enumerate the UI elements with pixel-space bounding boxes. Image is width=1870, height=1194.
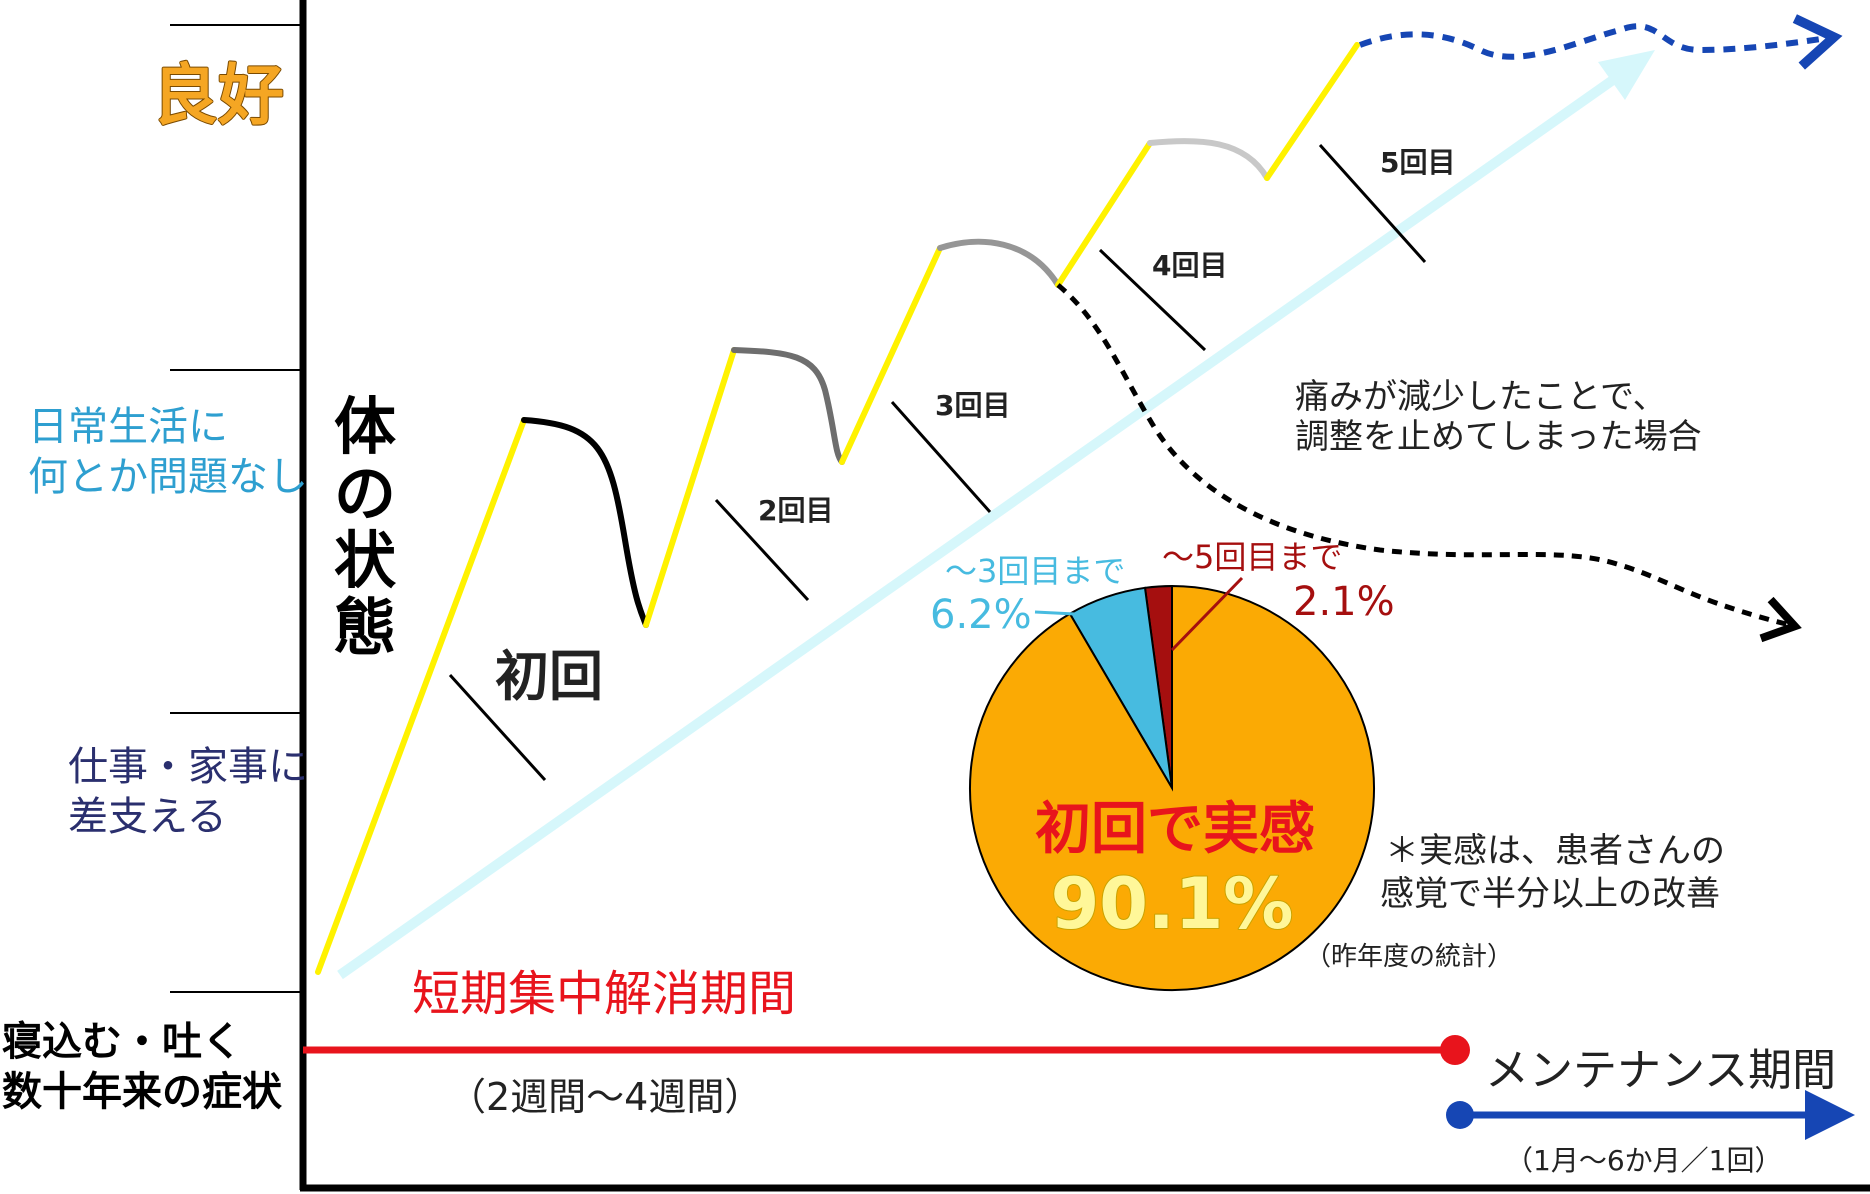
relapse-segment-3 (937, 238, 1061, 288)
session-label-2: 2回目 (758, 494, 833, 527)
session-label-5: 5回目 (1380, 146, 1455, 179)
maintenance-wavy-arrow (1358, 14, 1843, 70)
level-bedridden: 寝込む・吐く 数十年来の症状 (2, 1019, 283, 1115)
session-label-3: 3回目 (935, 389, 1010, 422)
pie-label-fifth: 〜5回目まで (1162, 538, 1342, 576)
session-label-4: 4回目 (1152, 249, 1227, 282)
pie-source: （昨年度の統計） (1305, 942, 1513, 972)
recovery-path (315, 42, 1360, 975)
maintenance-period-start-dot (1446, 1101, 1474, 1129)
intensive-period-end-dot (1440, 1035, 1470, 1065)
relapse-segment-1 (521, 417, 649, 628)
rise-segment-4 (1055, 140, 1153, 288)
svg-text:状: 状 (334, 524, 397, 597)
pie-chart (969, 584, 1376, 991)
pie-note: ＊実感は、患者さんの 感覚で半分以上の改善 (1380, 831, 1736, 914)
svg-text:態: 態 (334, 591, 396, 664)
improvement-trend-arrow (337, 50, 1655, 980)
pie-leader-third (1034, 610, 1076, 616)
pie-label-first: 初回で実感 (1035, 797, 1315, 862)
relapse-segment-2 (731, 347, 845, 465)
level-work: 仕事・家事に 差支える (68, 744, 321, 840)
pie-value-first: 90.1% (1051, 863, 1294, 945)
session-label-1: 初回 (495, 645, 603, 708)
rise-segment-5 (1264, 42, 1360, 181)
maintenance-period-label: メンテナンス期間 (1485, 1045, 1836, 1096)
pie-slice-0 (969, 584, 1376, 991)
session-tick-3 (890, 401, 992, 513)
session-tick-1 (448, 673, 547, 782)
svg-text:体: 体 (334, 390, 396, 463)
session-tick-2 (714, 498, 810, 602)
level-good: 良好 (152, 57, 284, 134)
maintenance-period-duration: （1月〜6か月／1回） (1505, 1144, 1782, 1177)
stop-case-label: 痛みが減少したことで、 調整を止めてしまった場合 (1295, 377, 1702, 457)
pie-value-fifth: 2.1% (1293, 579, 1395, 625)
session-ticks (448, 143, 1427, 782)
intensive-period-label: 短期集中解消期間 (412, 966, 796, 1022)
intensive-period-duration: （2週間〜4週間） (448, 1075, 762, 1119)
level-daily: 日常生活に 何とか問題なし (28, 404, 308, 500)
session-tick-5 (1318, 143, 1427, 264)
rise-segment-2 (643, 347, 737, 628)
svg-text:の: の (334, 457, 396, 530)
maintenance-period-arrowhead (1805, 1090, 1855, 1140)
pie-label-third: 〜3回目まで (945, 552, 1125, 590)
pie-leader-fifth (1170, 576, 1244, 652)
y-axis-title: 体 の 状 態 (334, 390, 397, 664)
pie-value-third: 6.2% (930, 592, 1032, 638)
stop-case-decline-arrow (1056, 283, 1802, 643)
session-tick-4 (1098, 248, 1207, 352)
relapse-segment-4 (1147, 138, 1270, 181)
rise-segment-3 (839, 245, 943, 465)
rise-segment-1 (315, 417, 527, 975)
